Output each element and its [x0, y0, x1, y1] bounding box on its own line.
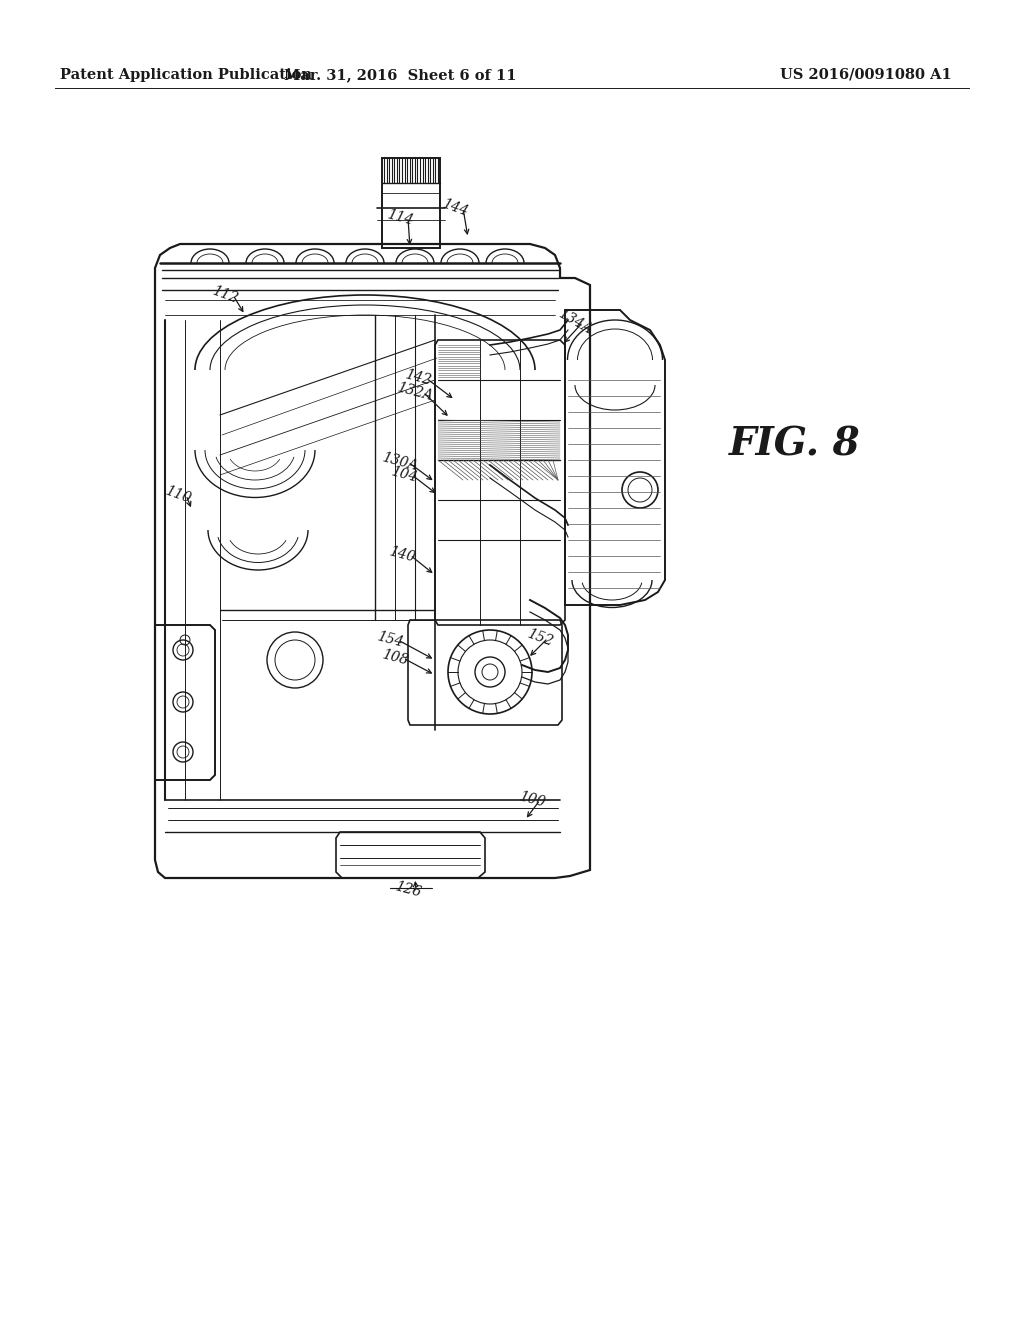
Text: 112: 112 — [210, 284, 240, 306]
Text: 130A: 130A — [381, 450, 420, 474]
Text: 140: 140 — [387, 545, 417, 565]
Text: 100: 100 — [517, 789, 547, 810]
Text: 126: 126 — [393, 880, 423, 900]
Text: 132A: 132A — [395, 380, 434, 404]
Text: US 2016/0091080 A1: US 2016/0091080 A1 — [780, 69, 951, 82]
Text: 134A: 134A — [556, 306, 594, 337]
Text: FIG. 8: FIG. 8 — [729, 426, 861, 465]
Text: 114: 114 — [385, 207, 415, 228]
Text: 108: 108 — [380, 648, 410, 668]
Text: 144: 144 — [440, 197, 470, 219]
Text: Mar. 31, 2016  Sheet 6 of 11: Mar. 31, 2016 Sheet 6 of 11 — [284, 69, 516, 82]
Text: 110: 110 — [163, 484, 193, 506]
Text: Patent Application Publication: Patent Application Publication — [60, 69, 312, 82]
Text: 142: 142 — [403, 368, 433, 388]
Text: 154: 154 — [376, 630, 404, 651]
Text: 152: 152 — [525, 627, 555, 649]
Text: 104: 104 — [389, 465, 419, 486]
